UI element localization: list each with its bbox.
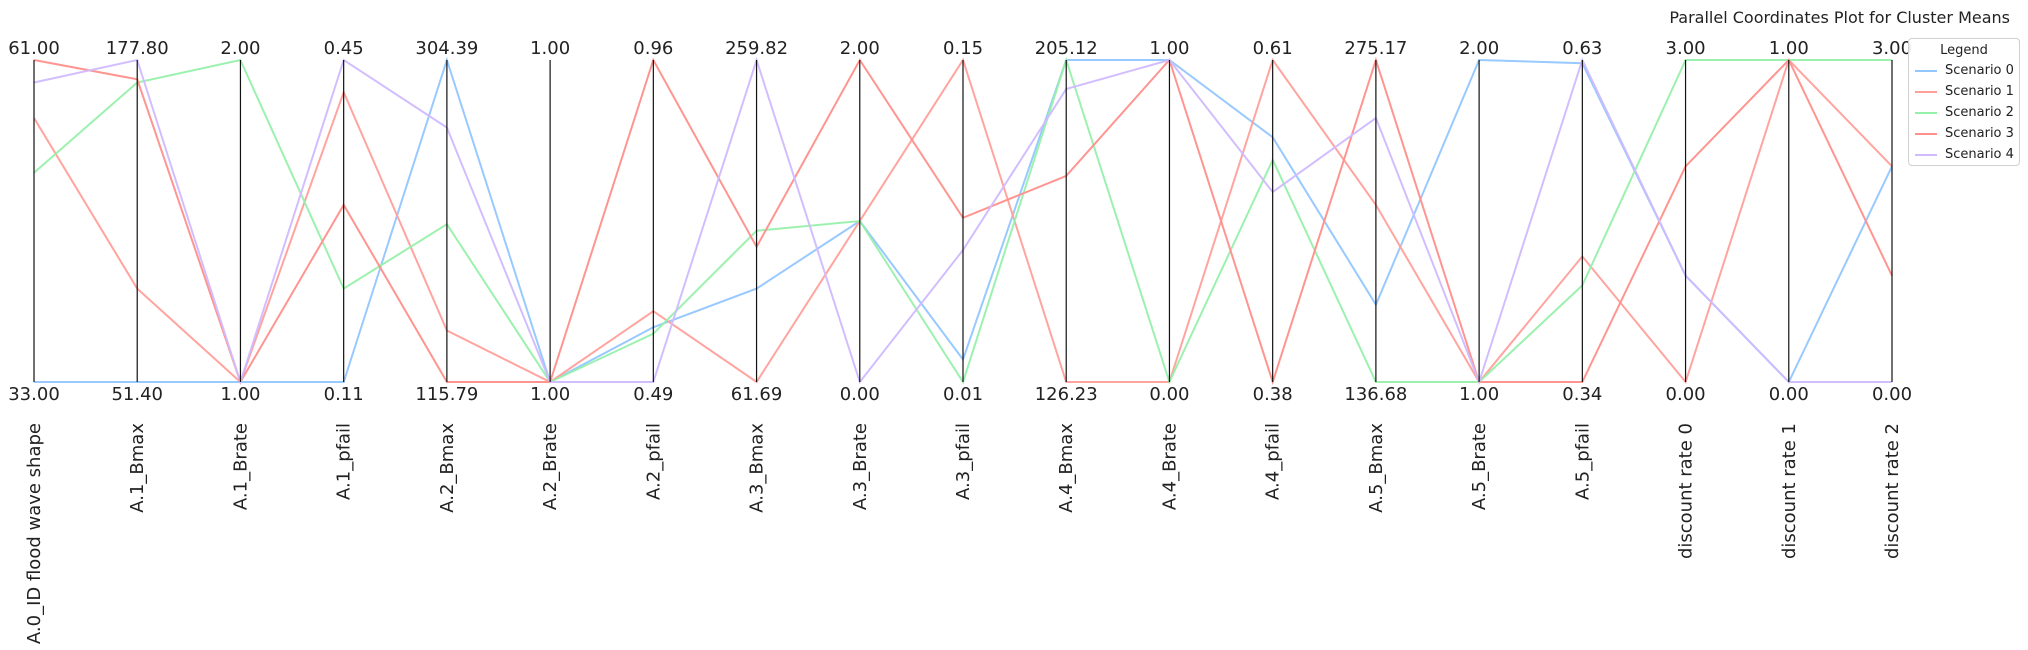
axis-name-1: A.1_Bmax [127,423,148,513]
axis-name-15: A.5_pfail [1572,423,1593,500]
legend-label-0: Scenario 0 [1945,63,2014,78]
legend-label-3: Scenario 3 [1945,126,2014,141]
axis-min-label-17: 0.00 [1769,384,1809,405]
axis-name-16: discount rate 0 [1676,423,1697,559]
axis-min-label-6: 0.49 [633,384,673,405]
axis-name-9: A.3_pfail [953,423,974,500]
legend: Legend Scenario 0 Scenario 1 Scenario 2 Sce… [1908,38,2020,166]
axis-max-label-1: 177.80 [106,38,169,59]
axis-min-label-10: 126.23 [1035,384,1098,405]
axis-name-0: A.0_ID flood wave shape [24,423,45,644]
axis-max-label-4: 304.39 [415,38,478,59]
axis-name-3: A.1_pfail [334,423,355,500]
legend-label-1: Scenario 1 [1945,84,2014,99]
axis-min-label-13: 136.68 [1344,384,1407,405]
axis-min-label-15: 0.34 [1562,384,1602,405]
axis-min-label-9: 0.01 [943,384,983,405]
legend-label-4: Scenario 4 [1945,147,2014,162]
axis-name-10: A.4_Bmax [1056,423,1077,513]
axis-max-label-11: 1.00 [1149,38,1189,59]
axis-min-label-16: 0.00 [1666,384,1706,405]
legend-title: Legend [1940,43,1988,58]
axis-max-label-13: 275.17 [1344,38,1407,59]
legend-swatch-3 [1915,132,1937,135]
axis-name-13: A.5_Bmax [1366,423,1387,513]
legend-item-4: Scenario 4 [1909,144,2019,165]
axis-min-label-11: 0.00 [1149,384,1189,405]
axis-min-label-8: 0.00 [840,384,880,405]
axis-max-label-14: 2.00 [1459,38,1499,59]
axis-name-12: A.4_pfail [1263,423,1284,500]
axis-max-label-15: 0.63 [1562,38,1602,59]
legend-item-3: Scenario 3 [1909,123,2019,144]
axis-name-17: discount rate 1 [1779,423,1800,559]
axis-min-label-2: 1.00 [220,384,260,405]
axis-max-label-17: 1.00 [1769,38,1809,59]
axis-max-label-10: 205.12 [1035,38,1098,59]
axis-max-label-3: 0.45 [324,38,364,59]
axis-name-11: A.4_Brate [1159,423,1180,510]
legend-swatch-4 [1915,153,1937,156]
legend-swatch-1 [1915,90,1937,93]
axis-name-2: A.1_Brate [230,423,251,510]
axis-max-label-0: 61.00 [8,38,60,59]
axis-min-label-5: 1.00 [530,384,570,405]
chart-title: Parallel Coordinates Plot for Cluster Me… [1669,8,2010,27]
axis-max-label-8: 2.00 [840,38,880,59]
axis-min-label-4: 115.79 [415,384,478,405]
axis-min-label-0: 33.00 [8,384,60,405]
axis-name-8: A.3_Brate [850,423,871,510]
legend-item-2: Scenario 2 [1909,102,2019,123]
legend-swatch-2 [1915,111,1937,114]
axis-min-label-18: 0.00 [1872,384,1912,405]
axis-max-label-6: 0.96 [633,38,673,59]
legend-swatch-0 [1915,69,1937,72]
axis-min-label-1: 51.40 [111,384,163,405]
axis-max-label-7: 259.82 [725,38,788,59]
axis-max-label-5: 1.00 [530,38,570,59]
axis-max-label-9: 0.15 [943,38,983,59]
axis-name-14: A.5_Brate [1469,423,1490,510]
axis-max-label-2: 2.00 [220,38,260,59]
axis-name-7: A.3_Bmax [747,423,768,513]
axis-name-6: A.2_pfail [643,423,664,500]
axis-max-label-12: 0.61 [1253,38,1293,59]
axis-name-18: discount rate 2 [1882,423,1903,559]
axis-min-label-7: 61.69 [731,384,783,405]
legend-item-0: Scenario 0 [1909,60,2019,81]
axis-name-5: A.2_Brate [540,423,561,510]
axis-min-label-12: 0.38 [1253,384,1293,405]
legend-label-2: Scenario 2 [1945,105,2014,120]
axis-max-label-16: 3.00 [1666,38,1706,59]
legend-item-1: Scenario 1 [1909,81,2019,102]
axis-max-label-18: 3.00 [1872,38,1912,59]
axis-name-4: A.2_Bmax [437,423,458,513]
axis-min-label-3: 0.11 [324,384,364,405]
axis-min-label-14: 1.00 [1459,384,1499,405]
